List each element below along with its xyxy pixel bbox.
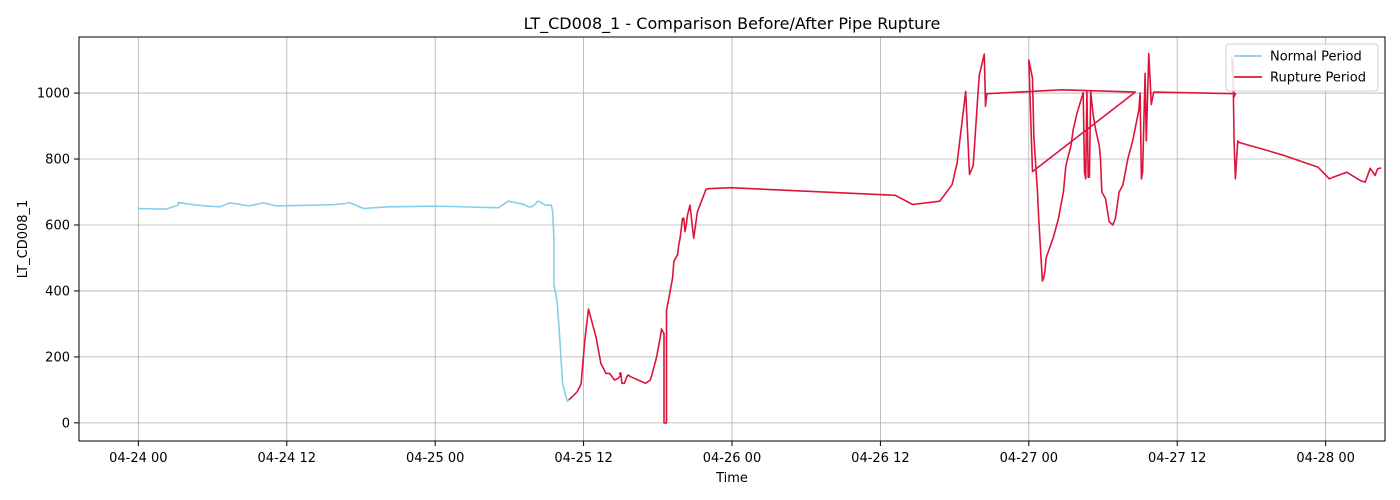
legend-label: Rupture Period bbox=[1270, 71, 1366, 86]
chart-title: LT_CD008_1 - Comparison Before/After Pip… bbox=[524, 14, 941, 34]
x-tick-label: 04-27 00 bbox=[1000, 451, 1058, 466]
y-axis: 0 200 400 600 800 1000 bbox=[37, 87, 79, 431]
x-tick-label: 04-27 12 bbox=[1148, 451, 1206, 466]
x-tick-label: 04-26 12 bbox=[851, 451, 909, 466]
x-tick-label: 04-25 00 bbox=[406, 451, 464, 466]
series-line-rupture-period bbox=[568, 52, 1382, 424]
legend-label: Normal Period bbox=[1270, 50, 1362, 65]
x-axis: 04-24 00 04-24 12 04-25 00 04-25 12 04-26 00… bbox=[109, 441, 1355, 466]
x-tick-label: 04-24 12 bbox=[258, 451, 316, 466]
legend-box bbox=[1225, 43, 1379, 92]
x-tick-label: 04-25 12 bbox=[554, 451, 612, 466]
y-tick-label: 1000 bbox=[37, 87, 70, 102]
legend: Normal Period Rupture Period bbox=[1225, 43, 1379, 92]
y-tick-label: 800 bbox=[45, 153, 70, 168]
series-line-normal-period bbox=[138, 200, 570, 403]
y-axis-title: LT_CD008_1 bbox=[16, 200, 31, 279]
x-tick-label: 04-28 00 bbox=[1296, 451, 1354, 466]
y-tick-label: 600 bbox=[45, 218, 70, 233]
x-tick-label: 04-26 00 bbox=[703, 451, 761, 466]
series-layer bbox=[138, 52, 1382, 424]
y-tick-label: 0 bbox=[62, 416, 70, 431]
grid-lines bbox=[79, 37, 1385, 441]
y-tick-label: 400 bbox=[45, 284, 70, 299]
x-tick-label: 04-24 00 bbox=[109, 451, 167, 466]
x-axis-title: Time bbox=[715, 471, 748, 486]
y-tick-label: 200 bbox=[45, 350, 70, 365]
